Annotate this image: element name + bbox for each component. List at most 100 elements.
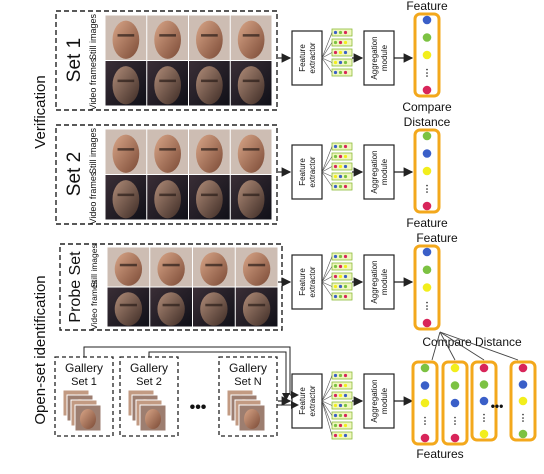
gallery-setn-subtitle: Set N: [234, 376, 262, 388]
feature-dot: [450, 381, 460, 390]
feature-dot: [338, 184, 343, 189]
feature-dot: [343, 264, 348, 269]
feature-dot: [518, 380, 528, 389]
feature-dot: [422, 131, 432, 141]
feature-dot: [343, 40, 348, 45]
aggregation-module-label: module: [380, 44, 389, 71]
probe-photos: [107, 247, 278, 327]
feature-dot: [333, 383, 338, 388]
verification-section-label: Verification: [32, 75, 49, 148]
feature-dot: [420, 381, 430, 390]
face-photo-icon: [147, 61, 188, 106]
verification-feature-label-top: Feature: [406, 0, 448, 13]
feature-dot: [338, 393, 343, 398]
feature-dot: [333, 393, 338, 398]
feature-dot: [333, 264, 338, 269]
gallery-set1-photos: [62, 389, 102, 432]
set1-group: Set 1 Still images Video frames: [55, 10, 278, 111]
feature-extractor-box: [291, 254, 323, 310]
feature-dot: [343, 413, 348, 418]
feature-extractor-label: extractor: [308, 266, 317, 297]
feature-dot: [333, 403, 338, 408]
feature-dot: [422, 318, 432, 328]
feature-dot: [338, 274, 343, 279]
probe-dashed-box: [59, 243, 283, 331]
probe-feature-vector: ⋮: [413, 244, 441, 331]
gallery-routing-lines: [83, 346, 299, 409]
probe-pipeline: Feature extractor Aggregation module: [278, 252, 414, 310]
feature-dot: [479, 363, 489, 373]
probe-still-label: Still images: [89, 244, 99, 287]
feature-dot: [518, 396, 528, 406]
feature-dot: [420, 433, 430, 443]
feature-extractor-label: Feature: [298, 268, 307, 296]
set2-photos: [105, 129, 272, 220]
feature-dot: [450, 363, 460, 373]
face-photo-icon: [189, 129, 230, 174]
aggregation-module-box: [363, 373, 395, 429]
set1-feature-vector: ⋮: [413, 12, 441, 98]
face-photo-icon: [189, 175, 230, 220]
aggregation-module-box: [363, 30, 395, 86]
feature-dot: [343, 403, 348, 408]
feature-dot: [338, 60, 343, 65]
face-photo-icon: [230, 175, 272, 220]
feature-dot: [333, 50, 338, 55]
face-photo-icon: [139, 404, 167, 432]
feature-extractor-label: extractor: [308, 156, 317, 187]
feature-dot: [343, 274, 348, 279]
feature-extractor-box: [291, 30, 323, 86]
feature-dot: [333, 30, 338, 35]
face-photo-icon: [105, 129, 147, 174]
feature-extractor-label: Feature: [298, 44, 307, 72]
feature-dot: [338, 174, 343, 179]
feature-dot: [333, 154, 338, 159]
gallery-set2-subtitle: Set 2: [136, 376, 162, 388]
svg-text:⋮: ⋮: [480, 413, 489, 423]
probe-set-group: Probe Set Still images Video frames: [59, 243, 283, 331]
gallery-ellipsis: •••: [190, 399, 207, 416]
feature-dot: [420, 363, 430, 373]
feature-dot: [333, 164, 338, 169]
set1-pipeline: Feature extractor Aggregation module: [278, 28, 414, 86]
feature-dot: [343, 254, 348, 259]
gallery-set1-title: Gallery: [65, 361, 103, 375]
features-ellipsis: •••: [491, 399, 504, 413]
feature-dot: [343, 393, 348, 398]
feature-dot: [422, 283, 432, 292]
feature-extractor-label: extractor: [308, 385, 317, 416]
feature-dot: [333, 144, 338, 149]
set1-video-label: Video frames: [88, 57, 98, 110]
feature-dot: [338, 413, 343, 418]
feature-dot: [338, 254, 343, 259]
feature-dot: [343, 433, 348, 438]
feature-dot: [422, 265, 432, 275]
gallery-setn-title: Gallery: [229, 361, 267, 375]
feature-dot: [333, 40, 338, 45]
face-photo-icon: [150, 247, 192, 287]
feature-dot: [450, 433, 460, 443]
face-photo-icon: [230, 61, 272, 106]
feature-dot: [343, 423, 348, 428]
feature-dot: [338, 423, 343, 428]
feature-dot: [479, 396, 489, 406]
feature-extractor-label: extractor: [308, 42, 317, 73]
compare-lines: [431, 331, 519, 361]
feature-dot: [333, 433, 338, 438]
aggregation-module-label: Aggregation: [370, 379, 379, 422]
face-photo-icon: [238, 404, 266, 432]
face-photo-icon: [105, 61, 147, 106]
feature-dot: [338, 144, 343, 149]
feature-dot: [338, 70, 343, 75]
aggregation-module-label: module: [380, 268, 389, 295]
feature-dot: [422, 33, 432, 42]
feature-dot: [338, 154, 343, 159]
feature-vectors: ⋮ ⋮ ⋮ ⋮ ⋮ ⋮ ⋮: [411, 12, 537, 446]
feature-dot: [518, 429, 528, 439]
feature-dot: [338, 50, 343, 55]
feature-dot: [343, 174, 348, 179]
feature-dot: [422, 15, 432, 25]
gallery-feature-vector-n: ⋮: [509, 360, 537, 442]
feature-dot: [343, 60, 348, 65]
face-photo-icon: [235, 287, 278, 327]
